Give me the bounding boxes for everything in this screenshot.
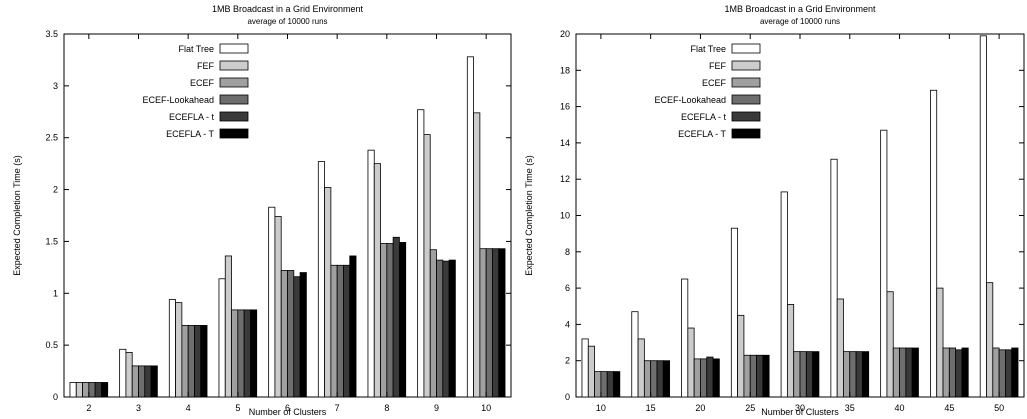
left-bar bbox=[218, 278, 226, 398]
left-bar bbox=[101, 382, 109, 398]
left-bar bbox=[442, 260, 450, 398]
left-bar bbox=[274, 216, 282, 398]
left-x-tick-label: 5 bbox=[235, 403, 240, 413]
left-bar bbox=[181, 325, 189, 398]
left-x-tick-label: 4 bbox=[186, 403, 191, 413]
left-legend-label: ECEFLA - t bbox=[169, 112, 215, 122]
left-bar bbox=[386, 243, 394, 398]
left-bar bbox=[317, 161, 325, 398]
left-bar bbox=[492, 248, 500, 398]
left-bar bbox=[75, 382, 83, 398]
left-x-tick-label: 2 bbox=[86, 403, 91, 413]
left-bar bbox=[485, 248, 493, 398]
left-chart-title: 1MB Broadcast in a Grid Environment bbox=[212, 4, 364, 14]
left-bar bbox=[436, 259, 444, 398]
left-bar bbox=[392, 236, 400, 398]
left-bar bbox=[144, 365, 152, 398]
left-bar bbox=[94, 382, 102, 398]
left-bar bbox=[200, 325, 208, 398]
left-x-tick-label: 7 bbox=[335, 403, 340, 413]
left-x-axis-label: Number of Clusters bbox=[249, 407, 327, 417]
left-chart-subtitle: average of 10000 runs bbox=[247, 17, 327, 26]
left-bar bbox=[150, 365, 158, 398]
left-legend-label: Flat Tree bbox=[178, 44, 214, 54]
left-legend-swatch bbox=[219, 111, 249, 122]
left-y-tick-label: 1.5 bbox=[45, 236, 58, 246]
left-bar bbox=[479, 248, 487, 398]
left-bar bbox=[231, 309, 239, 398]
left-bar bbox=[175, 302, 183, 398]
left-bar bbox=[343, 264, 351, 398]
left-legend-swatch bbox=[219, 128, 249, 139]
left-legend-label: FEF bbox=[197, 61, 215, 71]
left-bar bbox=[380, 243, 388, 398]
left-bar bbox=[448, 259, 456, 398]
left-y-tick-label: 2.5 bbox=[45, 133, 58, 143]
left-bar bbox=[287, 270, 295, 398]
left-bar bbox=[224, 255, 232, 398]
left-bar bbox=[336, 264, 344, 398]
left-bar bbox=[69, 382, 77, 398]
left-x-tick-label: 9 bbox=[434, 403, 439, 413]
left-x-tick-label: 8 bbox=[384, 403, 389, 413]
left-bar bbox=[367, 149, 375, 398]
left-x-tick-label: 3 bbox=[136, 403, 141, 413]
left-bar bbox=[280, 270, 288, 398]
left-bar bbox=[138, 365, 146, 398]
left-y-tick-label: 2 bbox=[53, 185, 58, 195]
left-bar bbox=[473, 112, 481, 398]
left-legend-swatch bbox=[219, 77, 249, 88]
left-x-tick-label: 10 bbox=[481, 403, 491, 413]
left-bar bbox=[187, 325, 195, 398]
left-legend-swatch bbox=[219, 43, 249, 54]
left-legend-label: ECEF bbox=[190, 78, 215, 88]
left-legend-label: ECEF-Lookahead bbox=[142, 95, 214, 105]
left-y-tick-label: 3.5 bbox=[45, 29, 58, 39]
left-bar bbox=[429, 249, 437, 398]
left-bar bbox=[131, 365, 139, 398]
left-y-tick-label: 1 bbox=[53, 288, 58, 298]
left-bar bbox=[82, 382, 90, 398]
left-bar bbox=[119, 348, 127, 398]
left-bar bbox=[88, 382, 96, 398]
left-bar bbox=[125, 352, 133, 398]
left-bar bbox=[250, 309, 258, 398]
left-y-tick-label: 0 bbox=[53, 392, 58, 402]
left-bar bbox=[466, 56, 474, 398]
left-bar bbox=[168, 299, 176, 398]
left-bar bbox=[373, 163, 381, 398]
left-bar bbox=[498, 248, 506, 398]
left-x-tick-label: 6 bbox=[285, 403, 290, 413]
left-y-axis-label: Expected Completion Time (s) bbox=[12, 155, 22, 276]
left-bar bbox=[293, 276, 301, 398]
left-bar bbox=[299, 272, 307, 398]
left-bar bbox=[324, 187, 332, 398]
left-legend-label: ECEFLA - T bbox=[166, 129, 214, 139]
left-bar bbox=[349, 255, 357, 398]
left-bar bbox=[268, 206, 276, 398]
left-bar bbox=[330, 264, 338, 398]
left-bar bbox=[423, 134, 431, 398]
left-y-tick-label: 3 bbox=[53, 81, 58, 91]
left-legend-swatch bbox=[219, 94, 249, 105]
left-legend-swatch bbox=[219, 60, 249, 71]
left-bar bbox=[194, 325, 202, 398]
left-bar bbox=[417, 109, 425, 398]
left-bar bbox=[399, 242, 407, 398]
left-bar bbox=[243, 309, 251, 398]
left-y-tick-label: 0.5 bbox=[45, 340, 58, 350]
left-bar bbox=[237, 309, 245, 398]
